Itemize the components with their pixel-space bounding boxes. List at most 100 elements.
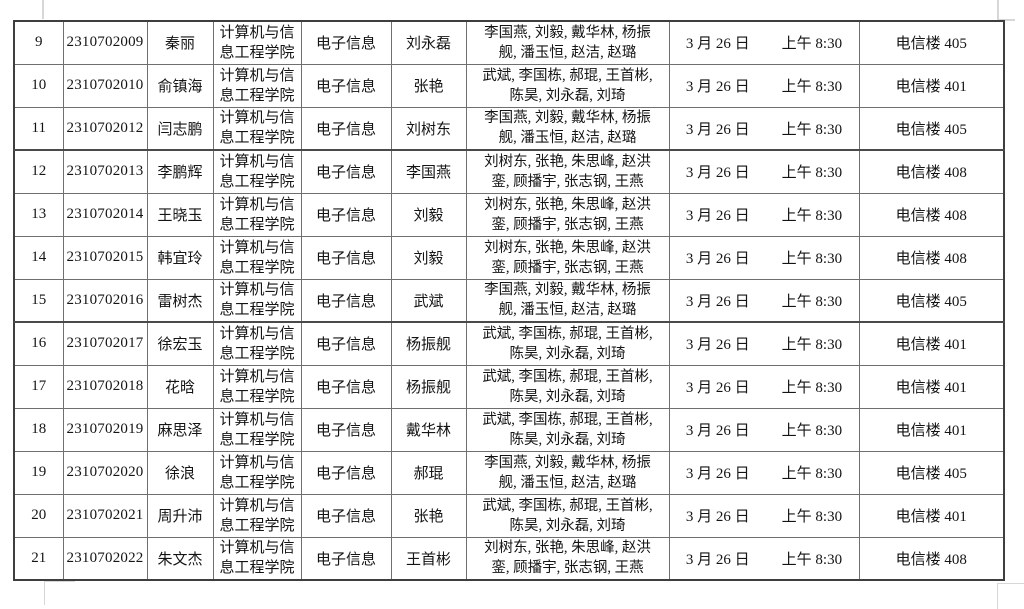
- defense-time: 上午 8:30: [781, 251, 843, 267]
- cell-row-number: 17: [13, 364, 64, 409]
- cell-date-time: 3 月 26 日 上午 8:30: [668, 278, 860, 323]
- cell-student-id: 2310702016: [62, 278, 148, 323]
- cell-college: 计算机与信 息工程学院: [212, 278, 302, 323]
- cell-student-id: 2310702020: [62, 450, 148, 495]
- college-line-1: 计算机与信: [219, 540, 295, 557]
- college-line-2: 息工程学院: [219, 216, 295, 233]
- cell-college: 计算机与信 息工程学院: [212, 20, 302, 65]
- margin-mark-top-right-vertical: [997, 0, 999, 20]
- cell-college: 计算机与信 息工程学院: [212, 235, 302, 280]
- committee-line-2: 陈昊, 刘永磊, 刘琦: [509, 517, 626, 534]
- defense-date: 3 月 26 日: [685, 36, 750, 53]
- cell-college: 计算机与信 息工程学院: [212, 493, 302, 538]
- committee-line-2: 陈昊, 刘永磊, 刘琦: [509, 431, 626, 448]
- cell-supervisor: 刘永磊: [390, 20, 467, 65]
- cell-college: 计算机与信 息工程学院: [212, 192, 302, 237]
- table-row: 15 2310702016 雷树杰 计算机与信 息工程学院 电子信息 武斌 李国…: [13, 278, 1005, 323]
- cell-student-id: 2310702010: [62, 63, 148, 108]
- cell-row-number: 9: [13, 20, 64, 65]
- cell-supervisor: 张艳: [390, 63, 467, 108]
- committee-line-2: 銮, 顾播宇, 张志钢, 王燕: [491, 259, 644, 276]
- table-row: 19 2310702020 徐浪 计算机与信 息工程学院 电子信息 郝琨 李国燕…: [13, 450, 1005, 495]
- defense-date: 3 月 26 日: [685, 165, 750, 182]
- defense-date: 3 月 26 日: [685, 337, 750, 354]
- cell-student-name: 麻思泽: [146, 407, 214, 452]
- committee-line-1: 刘树东, 张艳, 朱思峰, 赵洪: [484, 239, 651, 256]
- defense-time: 上午 8:30: [781, 165, 843, 182]
- college-line-1: 计算机与信: [219, 497, 295, 514]
- cell-committee: 武斌, 李国栋, 郝琨, 王首彬, 陈昊, 刘永磊, 刘琦: [465, 407, 670, 452]
- committee-line-2: 陈昊, 刘永磊, 刘琦: [509, 87, 626, 104]
- cell-date-time: 3 月 26 日 上午 8:30: [668, 536, 860, 581]
- cell-college: 计算机与信 息工程学院: [212, 321, 302, 366]
- cell-committee: 武斌, 李国栋, 郝琨, 王首彬, 陈昊, 刘永磊, 刘琦: [465, 364, 670, 409]
- table-row: 18 2310702019 麻思泽 计算机与信 息工程学院 电子信息 戴华林 武…: [13, 407, 1005, 452]
- college-line-2: 息工程学院: [219, 259, 295, 276]
- cell-location: 电信楼 408: [858, 235, 1005, 280]
- cell-student-name: 秦丽: [146, 20, 214, 65]
- cell-college: 计算机与信 息工程学院: [212, 407, 302, 452]
- cell-supervisor: 李国燕: [390, 149, 467, 194]
- committee-line-1: 刘树东, 张艳, 朱思峰, 赵洪: [484, 196, 651, 213]
- defense-time: 上午 8:30: [781, 293, 843, 310]
- college-line-1: 计算机与信: [219, 67, 295, 84]
- cell-location: 电信楼 408: [858, 536, 1005, 581]
- cell-college: 计算机与信 息工程学院: [212, 106, 302, 151]
- college-line-1: 计算机与信: [219, 196, 295, 213]
- cell-committee: 武斌, 李国栋, 郝琨, 王首彬, 陈昊, 刘永磊, 刘琦: [465, 63, 670, 108]
- cell-committee: 李国燕, 刘毅, 戴华林, 杨振 舰, 潘玉恒, 赵洁, 赵璐: [465, 106, 670, 151]
- cell-row-number: 12: [13, 149, 64, 194]
- cell-student-name: 俞镇海: [146, 63, 214, 108]
- college-line-2: 息工程学院: [219, 87, 295, 104]
- table-row: 20 2310702021 周升沛 计算机与信 息工程学院 电子信息 张艳 武斌…: [13, 493, 1005, 538]
- cell-location: 电信楼 408: [858, 192, 1005, 237]
- cell-location: 电信楼 401: [858, 364, 1005, 409]
- cell-student-name: 朱文杰: [146, 536, 214, 581]
- college-line-1: 计算机与信: [219, 239, 295, 256]
- cell-major: 电子信息: [300, 149, 392, 194]
- committee-line-1: 武斌, 李国栋, 郝琨, 王首彬,: [482, 325, 653, 342]
- committee-line-2: 舰, 潘玉恒, 赵洁, 赵璐: [498, 44, 637, 61]
- defense-date: 3 月 26 日: [685, 208, 750, 224]
- cell-row-number: 18: [13, 407, 64, 452]
- table-row: 21 2310702022 朱文杰 计算机与信 息工程学院 电子信息 王首彬 刘…: [13, 536, 1005, 581]
- defense-time: 上午 8:30: [781, 121, 843, 138]
- margin-mark-bottom-left: [44, 581, 75, 605]
- cell-supervisor: 武斌: [390, 278, 467, 323]
- cell-major: 电子信息: [300, 20, 392, 65]
- defense-time: 上午 8:30: [781, 466, 843, 482]
- college-line-2: 息工程学院: [219, 388, 295, 405]
- defense-date: 3 月 26 日: [685, 551, 750, 568]
- cell-location: 电信楼 401: [858, 407, 1005, 452]
- cell-major: 电子信息: [300, 63, 392, 108]
- cell-supervisor: 刘毅: [390, 192, 467, 237]
- college-line-2: 息工程学院: [219, 130, 295, 147]
- cell-date-time: 3 月 26 日 上午 8:30: [668, 493, 860, 538]
- cell-college: 计算机与信 息工程学院: [212, 536, 302, 581]
- defense-date: 3 月 26 日: [685, 509, 750, 525]
- cell-committee: 刘树东, 张艳, 朱思峰, 赵洪 銮, 顾播宇, 张志钢, 王燕: [465, 536, 670, 581]
- cell-date-time: 3 月 26 日 上午 8:30: [668, 20, 860, 65]
- cell-date-time: 3 月 26 日 上午 8:30: [668, 235, 860, 280]
- cell-student-id: 2310702018: [62, 364, 148, 409]
- cell-student-name: 周升沛: [146, 493, 214, 538]
- cell-student-id: 2310702015: [62, 235, 148, 280]
- committee-line-1: 武斌, 李国栋, 郝琨, 王首彬,: [482, 368, 653, 385]
- table-row: 12 2310702013 李鹏辉 计算机与信 息工程学院 电子信息 李国燕 刘…: [13, 149, 1005, 194]
- defense-time: 上午 8:30: [781, 509, 843, 525]
- committee-line-2: 舰, 潘玉恒, 赵洁, 赵璐: [498, 302, 637, 319]
- cell-student-name: 雷树杰: [146, 278, 214, 323]
- committee-line-1: 李国燕, 刘毅, 戴华林, 杨振: [484, 454, 651, 471]
- cell-location: 电信楼 401: [858, 63, 1005, 108]
- cell-row-number: 19: [13, 450, 64, 495]
- college-line-1: 计算机与信: [219, 282, 295, 299]
- committee-line-2: 銮, 顾播宇, 张志钢, 王燕: [491, 216, 644, 233]
- cell-supervisor: 王首彬: [390, 536, 467, 581]
- cell-major: 电子信息: [300, 407, 392, 452]
- college-line-2: 息工程学院: [219, 517, 295, 534]
- cell-committee: 武斌, 李国栋, 郝琨, 王首彬, 陈昊, 刘永磊, 刘琦: [465, 493, 670, 538]
- cell-row-number: 14: [13, 235, 64, 280]
- margin-mark-top-left: [42, 0, 44, 19]
- table-row: 9 2310702009 秦丽 计算机与信 息工程学院 电子信息 刘永磊 李国燕…: [13, 20, 1005, 65]
